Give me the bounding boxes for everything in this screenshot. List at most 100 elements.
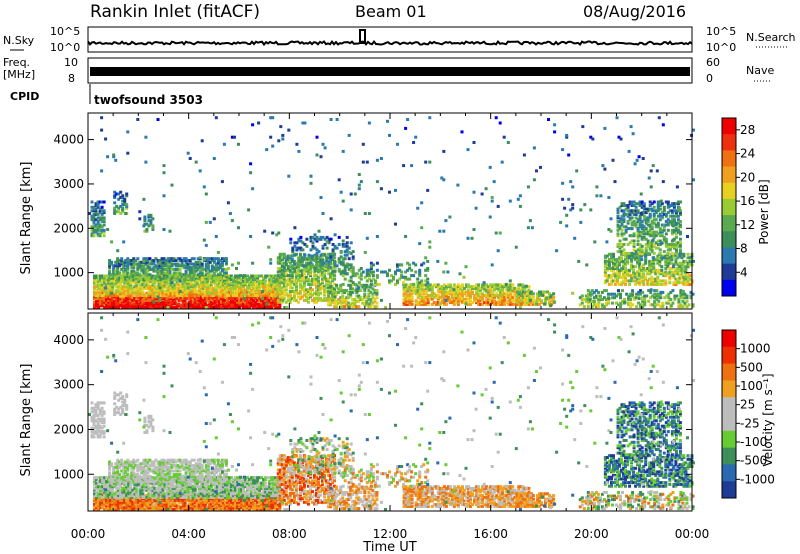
power-cell bbox=[198, 169, 202, 173]
power-cell bbox=[136, 264, 140, 268]
power-cell bbox=[664, 237, 668, 241]
power-cell bbox=[293, 262, 297, 266]
power-cell bbox=[134, 276, 138, 280]
power-cell bbox=[199, 298, 203, 302]
power-cell bbox=[119, 304, 123, 308]
power-cell bbox=[269, 135, 273, 139]
power-cell bbox=[129, 290, 133, 294]
power-cell bbox=[227, 302, 231, 306]
power-cell bbox=[217, 290, 221, 294]
nsky-label: N.Sky bbox=[3, 34, 35, 47]
power-cell bbox=[674, 267, 678, 270]
power-cell bbox=[225, 298, 229, 302]
power-cell bbox=[105, 290, 109, 294]
power-cell bbox=[315, 251, 319, 255]
power-cell bbox=[256, 274, 260, 278]
power-cell bbox=[201, 290, 205, 294]
power-cell bbox=[394, 282, 397, 286]
power-cell bbox=[256, 306, 260, 309]
power-cell bbox=[297, 267, 301, 271]
power-cell bbox=[228, 212, 232, 215]
power-cell bbox=[125, 304, 129, 308]
power-cell bbox=[262, 292, 266, 296]
power-cell bbox=[655, 298, 659, 301]
power-cell bbox=[497, 301, 501, 305]
power-cell bbox=[193, 286, 197, 290]
power-cell bbox=[297, 239, 301, 243]
power-cell bbox=[636, 227, 640, 231]
power-cell bbox=[246, 286, 249, 290]
power-cell bbox=[339, 285, 343, 289]
power-cell bbox=[653, 296, 657, 300]
power-cell bbox=[640, 248, 644, 252]
power-cell bbox=[132, 269, 136, 273]
power-cell bbox=[675, 294, 679, 298]
power-cell bbox=[218, 266, 222, 270]
power-cell bbox=[331, 299, 335, 303]
power-cell bbox=[339, 296, 343, 300]
power-cell bbox=[134, 273, 138, 277]
power-cell bbox=[162, 194, 166, 198]
power-cell bbox=[642, 272, 646, 276]
power-cell bbox=[125, 297, 129, 301]
power-cell bbox=[92, 228, 96, 232]
power-cell bbox=[272, 285, 276, 289]
power-cell bbox=[284, 268, 288, 272]
power-cell bbox=[309, 293, 312, 297]
power-cell bbox=[683, 301, 687, 305]
power-cell bbox=[672, 214, 676, 218]
power-cell bbox=[186, 151, 190, 155]
power-cell bbox=[111, 285, 115, 289]
power-cell bbox=[341, 272, 345, 276]
power-cell bbox=[489, 286, 493, 290]
power-cell bbox=[205, 304, 209, 308]
power-cell bbox=[254, 286, 258, 290]
power-cell bbox=[174, 275, 178, 278]
power-cell bbox=[365, 279, 369, 283]
power-cell bbox=[227, 285, 231, 289]
power-cell bbox=[130, 275, 134, 278]
power-cell bbox=[264, 276, 268, 280]
power-cell bbox=[548, 292, 551, 296]
power-cell bbox=[132, 273, 136, 277]
power-cell bbox=[452, 299, 456, 303]
power-cell bbox=[495, 283, 499, 287]
power-cell bbox=[603, 274, 607, 278]
power-cell bbox=[678, 232, 682, 236]
power-cell bbox=[119, 190, 123, 194]
power-cell bbox=[141, 294, 145, 297]
power-cell bbox=[527, 295, 531, 299]
power-cell bbox=[424, 274, 428, 278]
power-cell bbox=[129, 300, 133, 304]
power-cell bbox=[529, 294, 533, 297]
power-cell bbox=[668, 248, 672, 252]
power-cell bbox=[347, 296, 351, 300]
power-cell bbox=[240, 304, 243, 308]
power-cell bbox=[177, 304, 181, 308]
power-cell bbox=[148, 273, 152, 277]
power-cell bbox=[248, 290, 252, 294]
power-cell bbox=[244, 278, 247, 282]
power-cell bbox=[672, 243, 676, 246]
power-cell bbox=[678, 237, 682, 241]
power-cell bbox=[238, 285, 241, 289]
power-cell bbox=[96, 202, 100, 206]
power-cell bbox=[290, 259, 294, 263]
power-cell bbox=[678, 275, 682, 279]
power-cell bbox=[658, 232, 662, 236]
power-cell bbox=[600, 303, 604, 307]
power-cell bbox=[654, 234, 658, 238]
power-cell bbox=[426, 267, 430, 270]
power-cell bbox=[461, 295, 464, 299]
power-cell bbox=[213, 304, 217, 308]
power-cell bbox=[315, 264, 319, 268]
power-cell bbox=[347, 301, 351, 305]
power-cell bbox=[357, 299, 361, 303]
power-cell bbox=[321, 281, 324, 285]
power-cell bbox=[418, 297, 422, 301]
power-cell bbox=[666, 272, 670, 276]
power-cell bbox=[276, 279, 280, 283]
power-cell bbox=[280, 275, 284, 279]
power-cell bbox=[434, 294, 438, 297]
power-cell bbox=[209, 283, 213, 287]
